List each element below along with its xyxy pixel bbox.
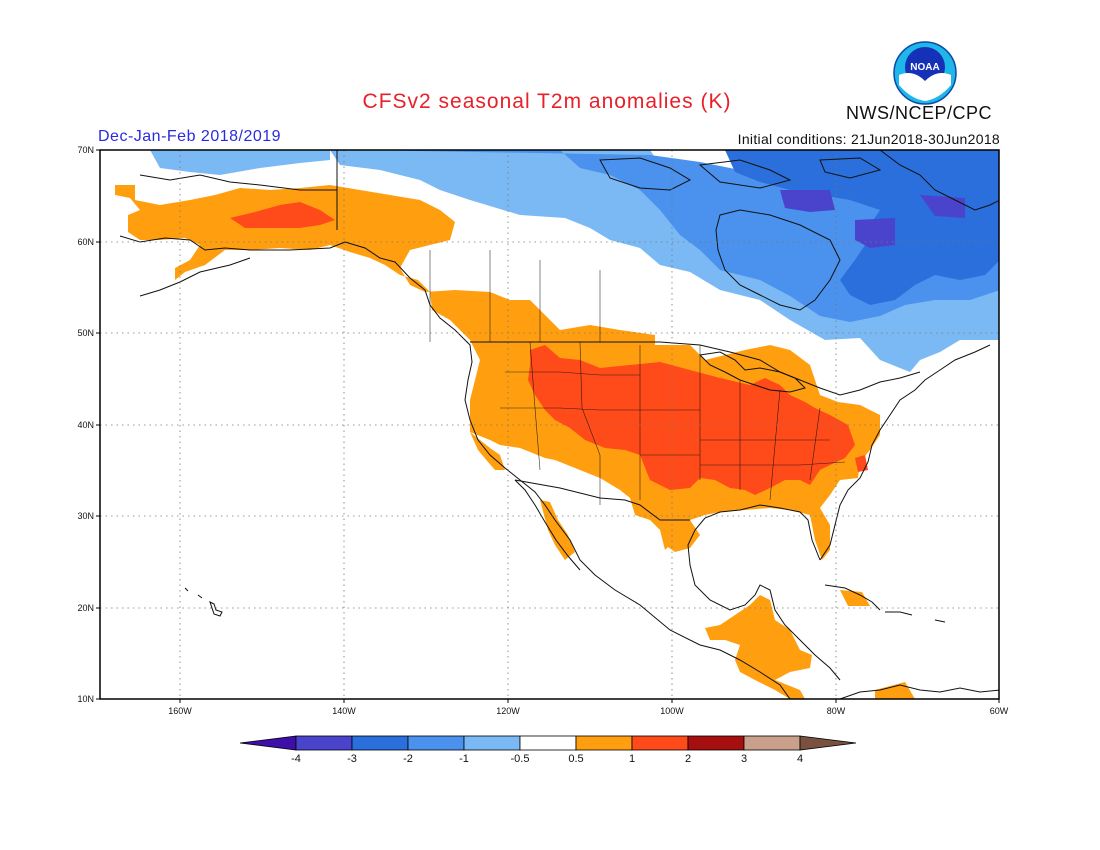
lat-tick-50n: 50N — [77, 328, 94, 338]
initial-conditions-label: Initial conditions: 21Jun2018-30Jun2018 — [737, 131, 1000, 147]
colorbar-segment — [799, 735, 857, 751]
greenland-coastline — [879, 150, 999, 211]
lon-tick-80w: 80W — [827, 706, 846, 716]
colorbar-segment — [631, 735, 689, 751]
svg-text:NOAA: NOAA — [910, 62, 939, 73]
lat-tick-70n: 70N — [77, 145, 94, 155]
lon-tick-60w: 60W — [990, 706, 1009, 716]
hawaii-islands — [184, 587, 223, 617]
colorbar-segment — [463, 735, 521, 751]
colorbar-label: 0.5 — [568, 753, 583, 765]
province-borders — [429, 250, 601, 342]
colorbar-label: -3 — [347, 753, 357, 765]
texas-warm-core — [640, 455, 700, 490]
pacific-coastline — [344, 241, 791, 699]
gulf-coastline — [687, 504, 841, 681]
caribbean-warm-patch — [840, 590, 870, 606]
canadian-arctic-islands — [599, 157, 882, 191]
colorbar: -4 -3 -2 -1 -0.5 0.5 1 2 3 4 — [239, 735, 857, 765]
state-borders — [500, 341, 846, 505]
colorbar-label: 2 — [685, 753, 691, 765]
mexico-gulf-warm-region — [660, 520, 700, 552]
colorbar-label: -2 — [403, 753, 413, 765]
lon-tick-140w: 140W — [332, 706, 356, 716]
great-lakes — [698, 351, 806, 393]
colorbar-label: 1 — [629, 753, 635, 765]
colorbar-label: -4 — [291, 753, 301, 765]
colorbar-segment — [575, 735, 633, 751]
central-america-warm-region — [705, 595, 812, 699]
south-america-warm-patch — [875, 682, 915, 699]
greenland-cool-core — [920, 195, 965, 218]
colorbar-segment — [351, 735, 409, 751]
noaa-logo: NOAA — [893, 41, 957, 105]
colorbar-segment — [407, 735, 465, 751]
colorbar-label: 4 — [797, 753, 803, 765]
colorbar-segment — [295, 735, 353, 751]
colorbar-segment — [239, 735, 297, 751]
caribbean-islands — [824, 584, 946, 623]
baja-warm-region — [540, 500, 575, 560]
baffin-cool-core — [780, 190, 835, 212]
alaska-coastline — [119, 150, 346, 297]
colorbar-segment — [743, 735, 801, 751]
lat-tick-60n: 60N — [77, 237, 94, 247]
lon-tick-120w: 120W — [496, 706, 520, 716]
central-us-warm-core — [528, 345, 855, 495]
lat-tick-10n: 10N — [77, 694, 94, 704]
hudson-bay-coastline — [715, 209, 841, 311]
lat-tick-30n: 30N — [77, 511, 94, 521]
lat-tick-40n: 40N — [77, 420, 94, 430]
atlantic-coastline — [819, 344, 991, 561]
season-label: Dec-Jan-Feb 2018/2019 — [98, 128, 282, 145]
colorbar-label: 3 — [741, 753, 747, 765]
alaska-warm-core — [230, 202, 335, 228]
baffin-cool-core-2 — [855, 218, 895, 248]
colorbar-segment — [519, 735, 577, 751]
colorbar-label: -0.5 — [511, 753, 530, 765]
graticule — [100, 150, 999, 699]
map-title: CFSv2 seasonal T2m anomalies (K) — [362, 90, 732, 113]
lon-tick-160w: 160W — [168, 706, 192, 716]
agency-label: NWS/NCEP/CPC — [846, 103, 993, 123]
quebec-cool-patch — [725, 150, 999, 305]
lon-tick-100w: 100W — [660, 706, 684, 716]
colorbar-segment — [687, 735, 745, 751]
lat-tick-20n: 20N — [77, 603, 94, 613]
northwest-canada-cool-region — [150, 150, 330, 175]
baja-coastline — [514, 479, 581, 571]
colorbar-label: -1 — [459, 753, 469, 765]
us-mexico-border — [514, 479, 690, 521]
south-america-coastline — [839, 684, 999, 699]
